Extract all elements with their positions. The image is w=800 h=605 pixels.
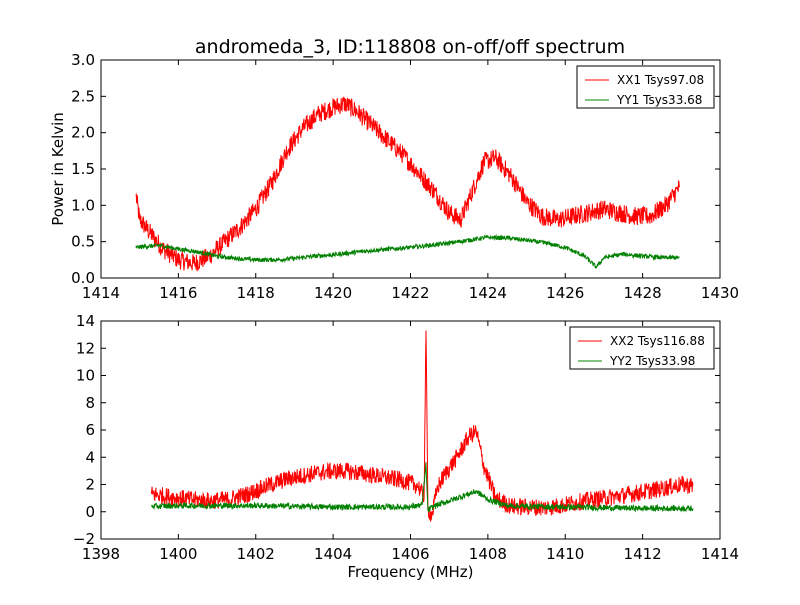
x-tick-label: 1400 xyxy=(159,545,197,563)
x-tick-label: 1416 xyxy=(159,284,197,302)
y-tick-label: 2.5 xyxy=(71,87,95,105)
top-spectrum-chart: 1414 1416 1418 1420 1422 1424 1426 1428 1430 0.0 0… xyxy=(49,51,739,302)
legend-entry: YY1 Tsys33.68 xyxy=(616,93,702,107)
y-tick-label: 6 xyxy=(85,421,95,439)
x-tick-label: 1428 xyxy=(624,284,662,302)
x-tick-label: 1398 xyxy=(82,545,120,563)
legend: XX1 Tsys97.08 YY1 Tsys33.68 xyxy=(576,65,715,109)
x-tick-label: 1412 xyxy=(624,545,662,563)
x-tick-label: 1414 xyxy=(701,545,739,563)
y-tick-label: 12 xyxy=(76,339,95,357)
legend-box xyxy=(576,65,715,109)
y-tick-label: 2 xyxy=(85,476,95,494)
y-tick-label: 1.5 xyxy=(71,160,95,178)
x-tick-label: 1408 xyxy=(469,545,507,563)
y-tick-label: 3.0 xyxy=(71,51,95,69)
y-tick-label: 4 xyxy=(85,448,95,466)
series-line-xx xyxy=(135,96,680,272)
x-tick-label: 1406 xyxy=(391,545,429,563)
legend-entry: YY2 Tsys33.98 xyxy=(609,354,695,368)
y-axis-label: Power in Kelvin xyxy=(49,112,67,226)
x-tick-label: 1420 xyxy=(314,284,352,302)
x-tick-label: 1404 xyxy=(314,545,352,563)
bottom-spectrum-chart: 1398 1400 1402 1404 1406 1408 1410 1412 1414−202… xyxy=(73,312,739,581)
legend-box xyxy=(569,326,715,370)
series-line-yy xyxy=(135,233,680,269)
y-tick-label: 0.0 xyxy=(71,269,95,287)
y-tick-label: 10 xyxy=(76,367,95,385)
x-tick-label: 1424 xyxy=(469,284,507,302)
chart-title: andromeda_3, ID:118808 on-off/off spectr… xyxy=(195,36,625,58)
x-tick-label: 1402 xyxy=(237,545,275,563)
legend: XX2 Tsys116.88 YY2 Tsys33.98 xyxy=(569,326,715,370)
x-axis-label: Frequency (MHz) xyxy=(347,563,473,581)
y-tick-label: 14 xyxy=(76,312,95,330)
x-tick-label: 1422 xyxy=(391,284,429,302)
series-line-yy xyxy=(151,462,694,513)
y-tick-label: 0 xyxy=(85,503,95,521)
legend-entry: XX2 Tsys116.88 xyxy=(610,334,705,348)
legend-entry: XX1 Tsys97.08 xyxy=(617,73,704,87)
y-tick-label: 8 xyxy=(85,394,95,412)
x-tick-label: 1418 xyxy=(237,284,275,302)
x-tick-label: 1410 xyxy=(546,545,584,563)
x-tick-label: 1426 xyxy=(546,284,584,302)
y-tick-label: 1.0 xyxy=(71,196,95,214)
y-tick-label: −2 xyxy=(73,530,95,548)
x-tick-label: 1414 xyxy=(82,284,120,302)
x-tick-label: 1430 xyxy=(701,284,739,302)
y-tick-label: 2.0 xyxy=(71,124,95,142)
y-tick-label: 0.5 xyxy=(71,233,95,251)
